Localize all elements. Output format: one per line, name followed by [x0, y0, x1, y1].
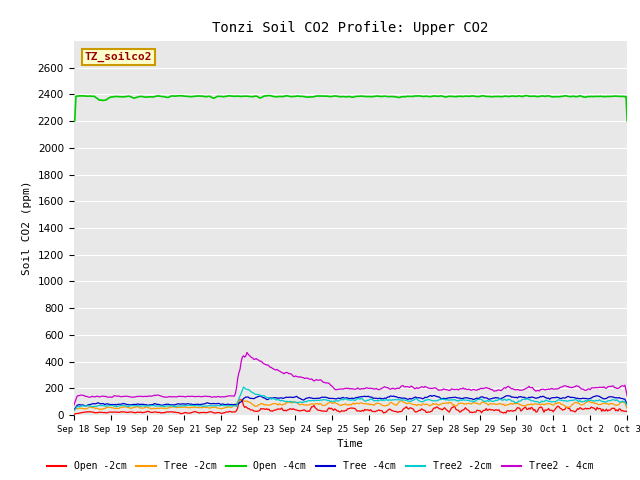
X-axis label: Time: Time	[337, 440, 364, 449]
Y-axis label: Soil CO2 (ppm): Soil CO2 (ppm)	[22, 181, 32, 275]
Legend: Open -2cm, Tree -2cm, Open -4cm, Tree -4cm, Tree2 -2cm, Tree2 - 4cm: Open -2cm, Tree -2cm, Open -4cm, Tree -4…	[43, 457, 597, 475]
Title: Tonzi Soil CO2 Profile: Upper CO2: Tonzi Soil CO2 Profile: Upper CO2	[212, 22, 488, 36]
Text: TZ_soilco2: TZ_soilco2	[84, 52, 152, 62]
